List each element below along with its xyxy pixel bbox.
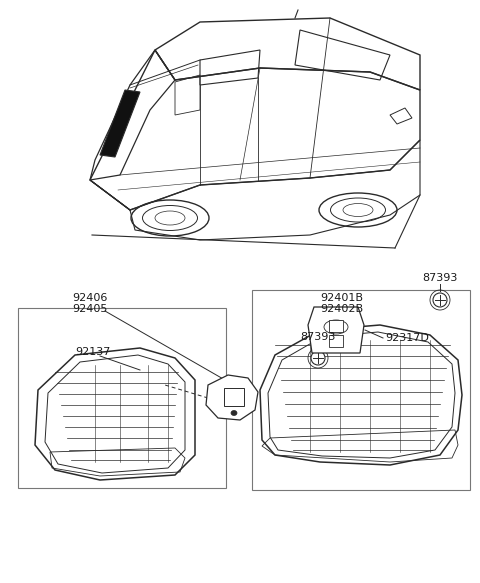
Text: 92402B: 92402B [321, 304, 363, 314]
Ellipse shape [433, 293, 447, 307]
Text: 92137: 92137 [75, 347, 110, 357]
Ellipse shape [311, 351, 325, 365]
Text: 92405: 92405 [72, 304, 108, 314]
Bar [329, 335, 343, 347]
Bar [329, 320, 343, 332]
Polygon shape [100, 90, 140, 157]
Bar [224, 388, 244, 406]
Text: 87393: 87393 [300, 332, 336, 342]
Bar [18, 308, 226, 488]
Polygon shape [206, 375, 258, 420]
Ellipse shape [231, 410, 237, 416]
Text: 92317D: 92317D [385, 333, 429, 343]
Bar [252, 290, 470, 490]
Text: 92406: 92406 [72, 293, 108, 303]
Text: 92401B: 92401B [321, 293, 363, 303]
Polygon shape [308, 307, 364, 353]
Text: 87393: 87393 [422, 273, 458, 283]
